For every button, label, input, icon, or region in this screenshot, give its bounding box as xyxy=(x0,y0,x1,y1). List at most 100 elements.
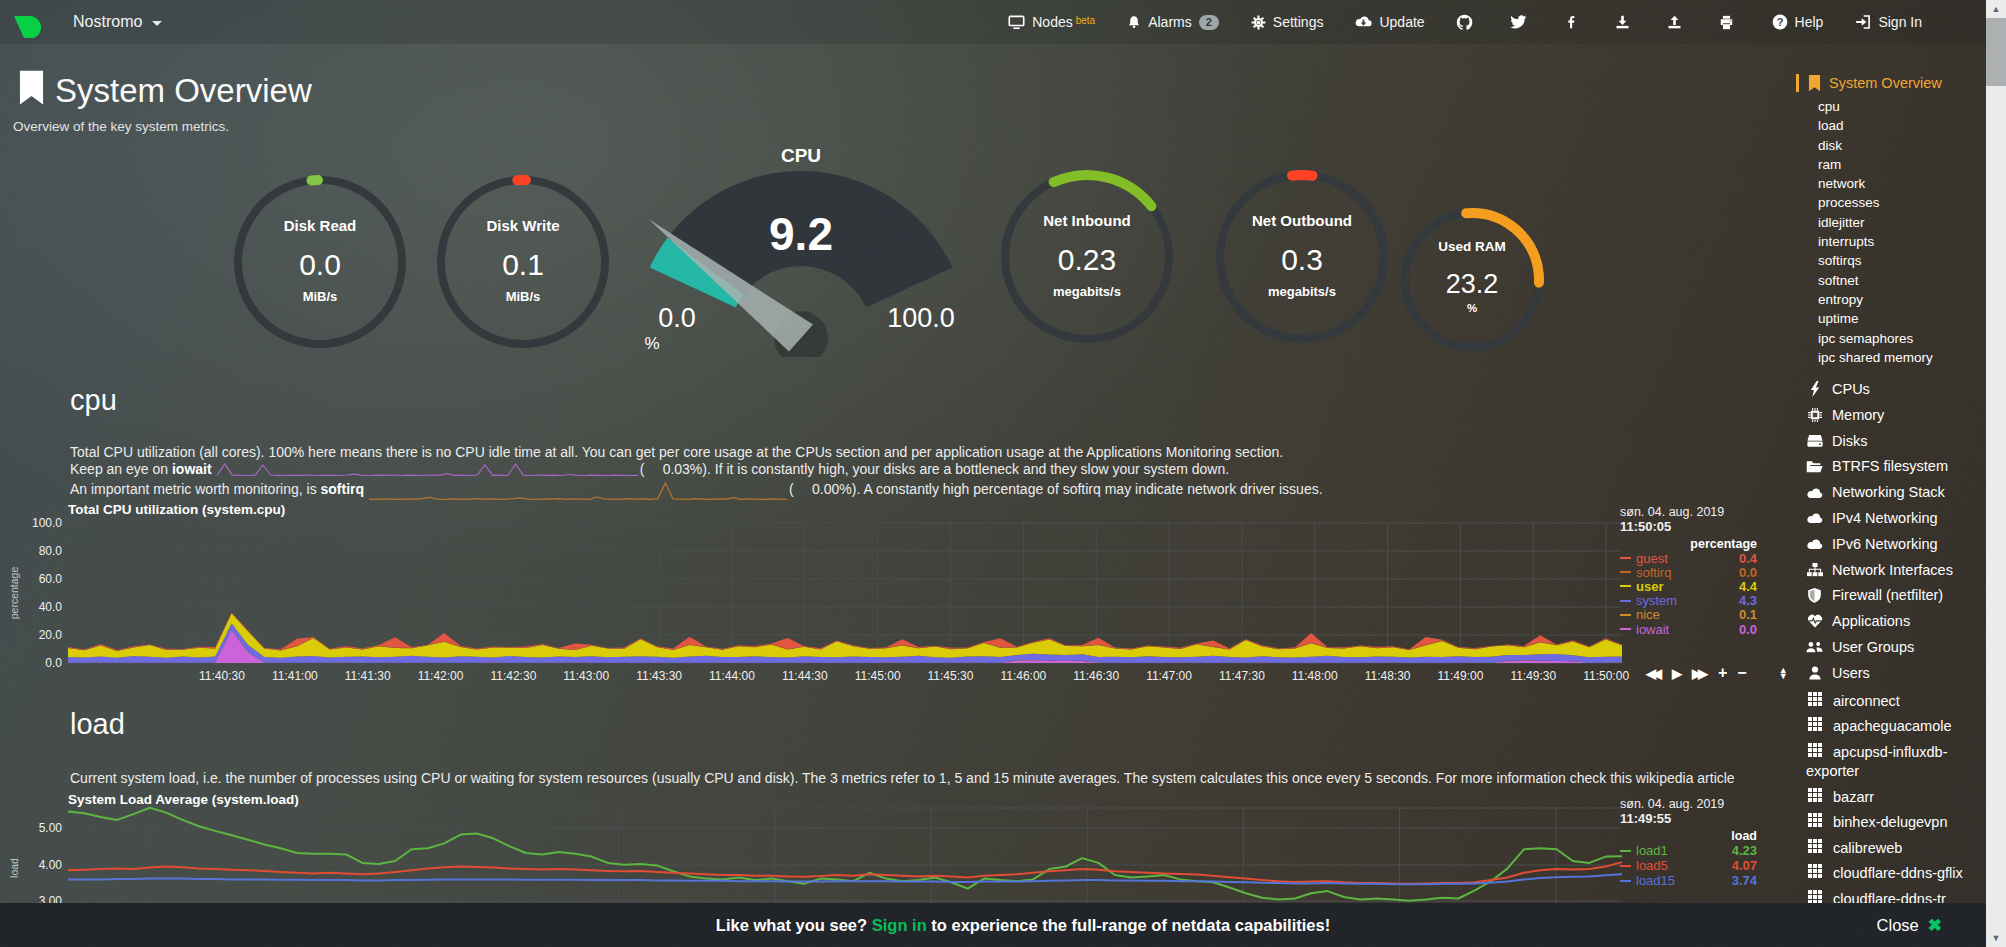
sidebar-app-cloudflare-ddns-tr[interactable]: cloudflare-ddns-tr xyxy=(1806,887,1986,903)
sidebar-section-user-groups[interactable]: User Groups xyxy=(1806,634,1986,660)
gauge-unit: MiB/s xyxy=(232,289,408,304)
sidebar-section-firewall-netfilter-[interactable]: Firewall (netfilter) xyxy=(1806,583,1986,609)
nav-facebook[interactable] xyxy=(1549,15,1600,29)
sidebar-section-ipv6-networking[interactable]: IPv6 Networking xyxy=(1806,531,1986,557)
play-button[interactable]: ▶ xyxy=(1667,666,1687,681)
svg-text:11:47:00: 11:47:00 xyxy=(1146,669,1192,683)
sidebar-item-cpu[interactable]: cpu xyxy=(1818,97,1986,116)
svg-text:11:41:00: 11:41:00 xyxy=(272,669,318,683)
sidebar-item-network[interactable]: network xyxy=(1818,174,1986,193)
sidebar-app-airconnect[interactable]: airconnect xyxy=(1806,689,1986,715)
sidebar-item-uptime[interactable]: uptime xyxy=(1818,309,1986,328)
pan-backward-button[interactable]: ◀◀ xyxy=(1641,666,1667,681)
scroll-down-arrow[interactable]: ▼ xyxy=(1986,929,2006,947)
nav-github[interactable] xyxy=(1441,14,1495,31)
facebook-icon xyxy=(1564,15,1578,29)
sidebar-item-system-overview[interactable]: System Overview xyxy=(1796,74,1986,92)
softirq-sparkline[interactable] xyxy=(369,481,787,501)
sidebar-section-btrfs-filesystem[interactable]: BTRFS filesystem xyxy=(1806,454,1986,480)
scroll-up-arrow[interactable]: ▲ xyxy=(1986,0,2006,18)
sidebar-item-processes[interactable]: processes xyxy=(1818,193,1986,212)
nav-signin[interactable]: Sign In xyxy=(1839,14,1938,30)
sidebar-item-disk[interactable]: disk xyxy=(1818,136,1986,155)
svg-text:11:44:30: 11:44:30 xyxy=(782,669,828,683)
gauge-value: 23.2 xyxy=(1399,269,1545,300)
legend-item-load1[interactable]: load14.23 xyxy=(1620,843,1757,858)
sidebar-section-cpus[interactable]: CPUs xyxy=(1806,376,1986,402)
cpu-chart-toolbar: ◀◀ ▶ ▶▶ + − ▲▼ xyxy=(1641,664,1793,682)
sidebar-item-interrupts[interactable]: interrupts xyxy=(1818,232,1986,251)
sidebar-app-apacheguacamole[interactable]: apacheguacamole xyxy=(1806,714,1986,740)
sidebar-item-ipc-semaphores[interactable]: ipc semaphores xyxy=(1818,329,1986,348)
scrollbar-thumb[interactable] xyxy=(1986,18,2006,86)
svg-text:11:42:30: 11:42:30 xyxy=(490,669,536,683)
nav-update[interactable]: Update xyxy=(1339,14,1440,30)
svg-text:11:46:30: 11:46:30 xyxy=(1073,669,1119,683)
sidebar-item-entropy[interactable]: entropy xyxy=(1818,290,1986,309)
net-outbound-gauge[interactable]: Net Outbound0.3megabits/s xyxy=(1214,169,1390,345)
legend-dash xyxy=(1620,557,1631,559)
gauge-min: 0.0 xyxy=(637,303,717,334)
nav-print[interactable] xyxy=(1704,15,1756,30)
sidebar-section-memory[interactable]: Memory xyxy=(1806,402,1986,428)
close-banner-button[interactable]: Close✖ xyxy=(1877,903,1942,947)
svg-text:percentage: percentage xyxy=(8,567,20,620)
sidebar-app-apcupsd-influxdb-exporter[interactable]: apcupsd-influxdb-exporter xyxy=(1806,740,1986,785)
zoom-in-button[interactable]: + xyxy=(1713,664,1732,682)
legend-item-user[interactable]: user4.4 xyxy=(1620,579,1757,593)
disk-read-gauge[interactable]: Disk Read0.0MiB/s xyxy=(232,174,408,350)
svg-text:5.00: 5.00 xyxy=(39,821,63,835)
sidebar-section-users[interactable]: Users xyxy=(1806,660,1986,686)
sidebar-app-bazarr[interactable]: bazarr xyxy=(1806,785,1986,811)
signin-icon xyxy=(1855,14,1871,30)
zoom-out-button[interactable]: − xyxy=(1732,664,1751,682)
sidebar-app-binhex-delugevpn[interactable]: binhex-delugevpn xyxy=(1806,810,1986,836)
sidebar-section-ipv4-networking[interactable]: IPv4 Networking xyxy=(1806,505,1986,531)
legend-item-load15[interactable]: load153.74 xyxy=(1620,873,1757,888)
cpu-desc-iowait: Keep an eye on iowait(0.03%). If it is c… xyxy=(70,461,1229,479)
sidebar-item-softirqs[interactable]: softirqs xyxy=(1818,251,1986,270)
nav-help[interactable]: ?Help xyxy=(1756,14,1840,30)
sidebar-app-cloudflare-ddns-gflix[interactable]: cloudflare-ddns-gflix xyxy=(1806,861,1986,887)
legend-item-guest[interactable]: guest0.4 xyxy=(1620,551,1757,565)
legend-item-nice[interactable]: nice0.1 xyxy=(1620,608,1757,622)
sidebar-item-idlejitter[interactable]: idlejitter xyxy=(1818,213,1986,232)
nav-import-snapshot[interactable] xyxy=(1652,15,1704,30)
legend-units: load xyxy=(1620,829,1757,843)
sidebar-section-network-interfaces[interactable]: Network Interfaces xyxy=(1806,557,1986,583)
netdata-brand[interactable]: Nostromo xyxy=(0,6,162,38)
nav-alarms[interactable]: Alarms2 xyxy=(1111,14,1235,30)
legend-item-iowait[interactable]: iowait0.0 xyxy=(1620,622,1757,636)
disk-write-gauge[interactable]: Disk Write0.1MiB/s xyxy=(435,174,611,350)
sidebar-section-applications[interactable]: Applications xyxy=(1806,608,1986,634)
cloud-arrow-icon xyxy=(1355,15,1372,28)
sidebar-item-ram[interactable]: ram xyxy=(1818,155,1986,174)
download-icon xyxy=(1615,15,1630,30)
net-inbound-gauge[interactable]: Net Inbound0.23megabits/s xyxy=(999,169,1175,345)
github-icon xyxy=(1456,14,1473,31)
resize-handle[interactable]: ▲▼ xyxy=(1774,667,1793,679)
bookmark-icon xyxy=(1808,75,1821,92)
cpu-gauge[interactable]: CPU9.20.0100.0% xyxy=(631,145,971,357)
pan-forward-button[interactable]: ▶▶ xyxy=(1687,666,1713,681)
legend-item-system[interactable]: system4.3 xyxy=(1620,594,1757,608)
sidebar-item-ipc-shared-memory[interactable]: ipc shared memory xyxy=(1818,348,1986,367)
nav-settings[interactable]: Settings xyxy=(1235,14,1340,30)
sidebar-item-softnet[interactable]: softnet xyxy=(1818,271,1986,290)
cpu-chart[interactable]: 0.020.040.060.080.0100.011:40:3011:41:00… xyxy=(0,515,1790,700)
sidebar-item-load[interactable]: load xyxy=(1818,116,1986,135)
sidebar-section-networking-stack[interactable]: Networking Stack xyxy=(1806,479,1986,505)
grid-icon xyxy=(1806,890,1823,903)
nav-export-snapshot[interactable] xyxy=(1600,15,1652,30)
iowait-sparkline[interactable] xyxy=(217,461,638,477)
sign-in-link[interactable]: Sign in xyxy=(872,916,927,934)
sidebar-section-disks[interactable]: Disks xyxy=(1806,428,1986,454)
nav-twitter[interactable] xyxy=(1495,15,1549,30)
sidebar-app-calibreweb[interactable]: calibreweb xyxy=(1806,836,1986,862)
legend-item-load5[interactable]: load54.07 xyxy=(1620,858,1757,873)
grid-icon xyxy=(1806,692,1823,706)
used-ram-gauge[interactable]: Used RAM23.2% xyxy=(1399,207,1545,353)
svg-text:11:45:30: 11:45:30 xyxy=(928,669,974,683)
legend-item-softirq[interactable]: softirq0.0 xyxy=(1620,565,1757,579)
nav-nodes[interactable]: Nodesbeta xyxy=(992,14,1111,31)
